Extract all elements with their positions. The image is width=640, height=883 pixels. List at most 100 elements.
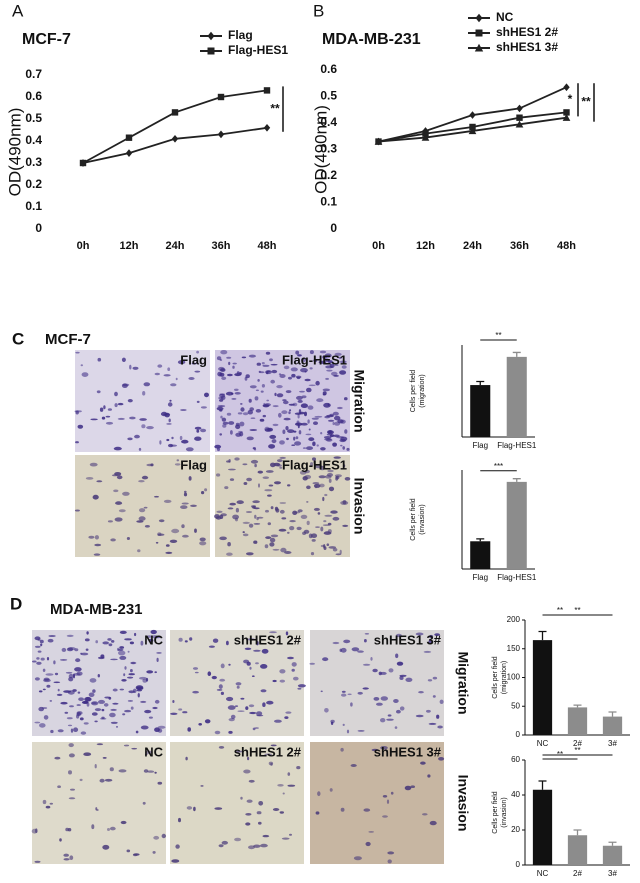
cell	[253, 507, 260, 510]
cell	[436, 714, 440, 719]
cell	[234, 392, 241, 395]
legend-label: shHES1 3#	[496, 40, 558, 54]
cell	[190, 504, 197, 507]
cell	[270, 506, 274, 510]
cell	[122, 491, 130, 496]
cell	[322, 388, 330, 392]
cell	[184, 490, 187, 494]
marker	[171, 109, 179, 116]
cell	[332, 442, 337, 447]
significance-label: **	[574, 606, 580, 615]
cell	[347, 693, 352, 696]
cell	[117, 647, 120, 652]
cell	[262, 476, 269, 480]
y-tick-label: 0.3	[25, 155, 42, 169]
cell	[253, 540, 258, 544]
cell	[309, 662, 316, 665]
cell	[334, 415, 341, 421]
cell	[257, 379, 260, 382]
cell	[84, 638, 90, 642]
cell	[262, 702, 266, 707]
cell	[140, 640, 144, 646]
cell	[382, 795, 388, 798]
cell	[365, 841, 371, 847]
marker	[79, 159, 87, 167]
cell	[193, 806, 196, 812]
y-axis-label: Cells per field	[410, 370, 417, 413]
cell	[235, 682, 242, 686]
cell	[302, 447, 307, 449]
cell	[226, 696, 234, 702]
cell	[340, 647, 347, 653]
cell	[94, 764, 97, 769]
cell	[165, 551, 173, 555]
cell	[113, 489, 119, 493]
cell	[236, 750, 244, 753]
cell	[370, 657, 373, 661]
cell	[65, 671, 73, 674]
cell	[229, 502, 236, 506]
cell	[224, 486, 229, 490]
cell	[405, 677, 413, 682]
x-tick-label: Flag-HES1	[497, 441, 537, 450]
cell	[76, 714, 80, 719]
cell	[282, 429, 286, 435]
cell	[46, 684, 51, 688]
cell	[154, 495, 159, 498]
cell	[219, 678, 226, 682]
cell	[256, 517, 259, 521]
cell	[241, 356, 247, 359]
cell	[287, 784, 296, 787]
cell	[255, 662, 259, 665]
y-tick-label: 0.5	[25, 111, 42, 125]
cell	[60, 701, 68, 705]
cell	[154, 671, 157, 674]
cell	[171, 528, 180, 534]
marker	[207, 31, 215, 41]
cell	[339, 370, 347, 375]
cell	[144, 753, 148, 756]
x-tick-label: NC	[537, 739, 549, 748]
cell	[66, 634, 74, 638]
cell	[157, 725, 166, 729]
cell	[177, 360, 186, 365]
cell	[238, 430, 243, 434]
cell	[344, 397, 348, 401]
error-bar	[512, 478, 521, 482]
cell	[192, 690, 199, 694]
row-label: Invasion	[455, 775, 471, 832]
cell	[252, 447, 256, 450]
cell	[264, 753, 273, 756]
cell	[265, 370, 272, 375]
cell	[77, 691, 81, 694]
cell	[300, 422, 308, 426]
error-bar	[608, 711, 617, 717]
cell	[299, 390, 305, 393]
cell	[246, 661, 251, 666]
cell	[350, 702, 353, 707]
cell	[207, 671, 212, 676]
cell	[140, 700, 147, 703]
cell	[148, 716, 153, 719]
cell	[304, 411, 307, 417]
micrograph	[214, 455, 351, 557]
cell	[323, 402, 331, 408]
cell	[73, 727, 79, 732]
cell	[260, 689, 267, 693]
cell	[227, 373, 233, 377]
cell	[109, 767, 114, 772]
cell	[126, 537, 130, 540]
cell	[139, 418, 147, 421]
cell	[171, 436, 174, 440]
cell	[339, 438, 347, 443]
micrograph	[310, 742, 445, 864]
cell	[146, 670, 154, 674]
y-tick-label: 0.7	[25, 67, 42, 81]
cell	[268, 444, 276, 449]
cell	[137, 693, 140, 697]
cell	[199, 541, 207, 546]
cell	[242, 412, 249, 416]
cell	[138, 516, 146, 521]
cell	[49, 700, 53, 702]
cell	[132, 366, 139, 370]
